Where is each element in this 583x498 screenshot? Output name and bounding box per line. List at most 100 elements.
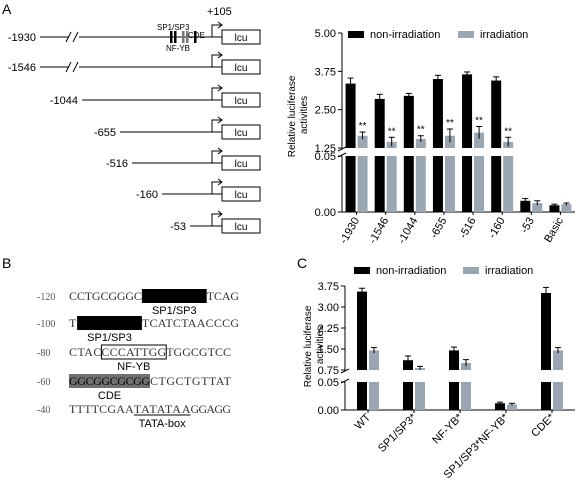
tss-arrow <box>211 87 222 100</box>
x-tick-label: -53 <box>519 216 537 236</box>
chart-a-ylabel-line2: activities <box>299 96 310 134</box>
bar-non-irradiation <box>549 205 560 212</box>
bar-non-irradiation <box>449 350 459 370</box>
reporter-box <box>221 92 261 108</box>
bar-non-irradiation <box>357 291 367 370</box>
significance-mark: ** <box>417 125 425 136</box>
break-mark <box>72 31 79 43</box>
y-tick-label: 3.75 <box>315 66 336 78</box>
bar-non-irradiation-lower <box>449 382 459 410</box>
cde-site-box <box>69 374 150 388</box>
promoter-construct-diagram: +105 SP1/SP3 CDE NF-YB -1930lcu-1546lcu-… <box>8 6 261 234</box>
bar-non-irradiation <box>462 74 473 148</box>
y-tick-label: 5.00 <box>315 28 336 40</box>
bar-irradiation <box>507 404 517 410</box>
reporter-label: lcu <box>235 190 248 201</box>
construct-label: -1546 <box>8 62 36 74</box>
axis-break-mark <box>337 146 347 152</box>
sequence-text-post: TCATCTAACCCG <box>142 316 240 330</box>
sequence-text-pre: T <box>69 316 77 330</box>
element-mark <box>186 31 189 43</box>
reporter-box <box>221 29 261 45</box>
site-label: SP1/SP3 <box>152 305 197 317</box>
tss-label: +105 <box>207 6 232 18</box>
bar-irradiation-lower <box>415 156 426 212</box>
sequence-text-site: TATATAA <box>134 402 191 416</box>
site-label: NF-YB <box>117 361 150 373</box>
x-tick-label: -1044 <box>396 216 420 246</box>
bar-non-irradiation <box>432 79 443 148</box>
bar-irradiation <box>474 132 485 148</box>
reporter-label: lcu <box>235 96 248 107</box>
tss-arrowhead <box>217 51 223 59</box>
y-tick-label: 1.50 <box>318 344 339 356</box>
bar-non-irradiation-lower <box>345 156 356 212</box>
bar-non-irradiation <box>374 98 385 148</box>
sequence-text-pre: CCTGCGGGC <box>69 289 142 303</box>
bar-irradiation <box>532 203 543 212</box>
element-mark <box>182 31 185 43</box>
panel-label-c: C <box>297 255 307 271</box>
chart-c-ylabel-line2: activities <box>315 326 326 364</box>
axis-break-mark <box>340 368 350 374</box>
legend-swatch-non-irradiation <box>348 31 364 38</box>
bar-irradiation <box>553 350 563 370</box>
break-gap <box>69 62 79 72</box>
site-label: CDE <box>98 390 121 402</box>
bar-non-irradiation-lower <box>462 156 473 212</box>
bar-irradiation-lower <box>386 156 397 212</box>
sequence-position: -40 <box>37 405 50 416</box>
bar-non-irradiation <box>403 95 414 148</box>
panel-label-a: A <box>2 1 12 17</box>
legend-swatch-non-irradiation <box>354 267 370 274</box>
break-gap <box>69 32 79 42</box>
bar-irradiation-lower <box>415 382 425 410</box>
sequence-text-site: GGCGGCGCGG <box>69 374 150 388</box>
sequence-text-site: CCCGCCCC <box>142 289 207 303</box>
tss-arrow <box>211 150 222 163</box>
x-tick-label: WT <box>353 411 374 432</box>
chart-c-ylabel: Relative luciferase activities <box>303 303 326 388</box>
sequence-text-site: CCCATTGG <box>101 345 166 359</box>
x-tick-label: CDE* <box>529 411 557 439</box>
bar-non-irradiation <box>403 360 413 370</box>
significance-mark: ** <box>359 121 367 132</box>
tss-arrowhead <box>217 178 223 186</box>
sequence-text-pre: TTTTCGAA <box>69 402 134 416</box>
construct-label: -655 <box>94 127 116 139</box>
legend-label-irradiation: irradiation <box>480 29 528 41</box>
tss-arrow <box>211 119 222 132</box>
y-tick-label: 1.25 <box>315 143 336 155</box>
sequence-text-post: GGAGG <box>191 402 232 416</box>
x-tick-label: -1546 <box>367 216 391 246</box>
bar-non-irradiation <box>520 200 531 212</box>
nf-yb-element-label: NF-YB <box>166 44 190 53</box>
bar-non-irradiation <box>345 83 356 148</box>
y-tick-label: 0.00 <box>315 207 336 219</box>
nf-yb-site-box <box>100 344 167 360</box>
reporter-label: lcu <box>235 128 248 139</box>
x-tick-label: SP1/SP3* <box>376 411 420 455</box>
legend-swatch-irradiation <box>458 31 474 38</box>
x-tick-label: Basic <box>542 215 566 245</box>
sp1-sp3-element-label: SP1/SP3 <box>157 23 190 32</box>
element-mark <box>174 31 177 43</box>
tss-arrow <box>211 181 222 194</box>
panel-label-b: B <box>2 255 11 271</box>
sequence-text-post: TCAG <box>207 289 240 303</box>
legend-swatch-irradiation <box>463 267 479 274</box>
bar-non-irradiation-lower <box>541 382 551 410</box>
bar-irradiation-lower <box>357 156 368 212</box>
tss-arrowhead <box>217 116 223 124</box>
y-tick-label: 3.75 <box>318 281 339 293</box>
x-tick-label: NF-YB* <box>430 411 465 446</box>
bar-irradiation-lower <box>444 156 455 212</box>
reporter-label: lcu <box>235 222 248 233</box>
bar-irradiation <box>369 350 379 370</box>
bar-irradiation-lower <box>474 156 485 212</box>
bar-irradiation <box>461 363 471 370</box>
reporter-box <box>221 186 261 202</box>
element-mark <box>170 31 173 43</box>
